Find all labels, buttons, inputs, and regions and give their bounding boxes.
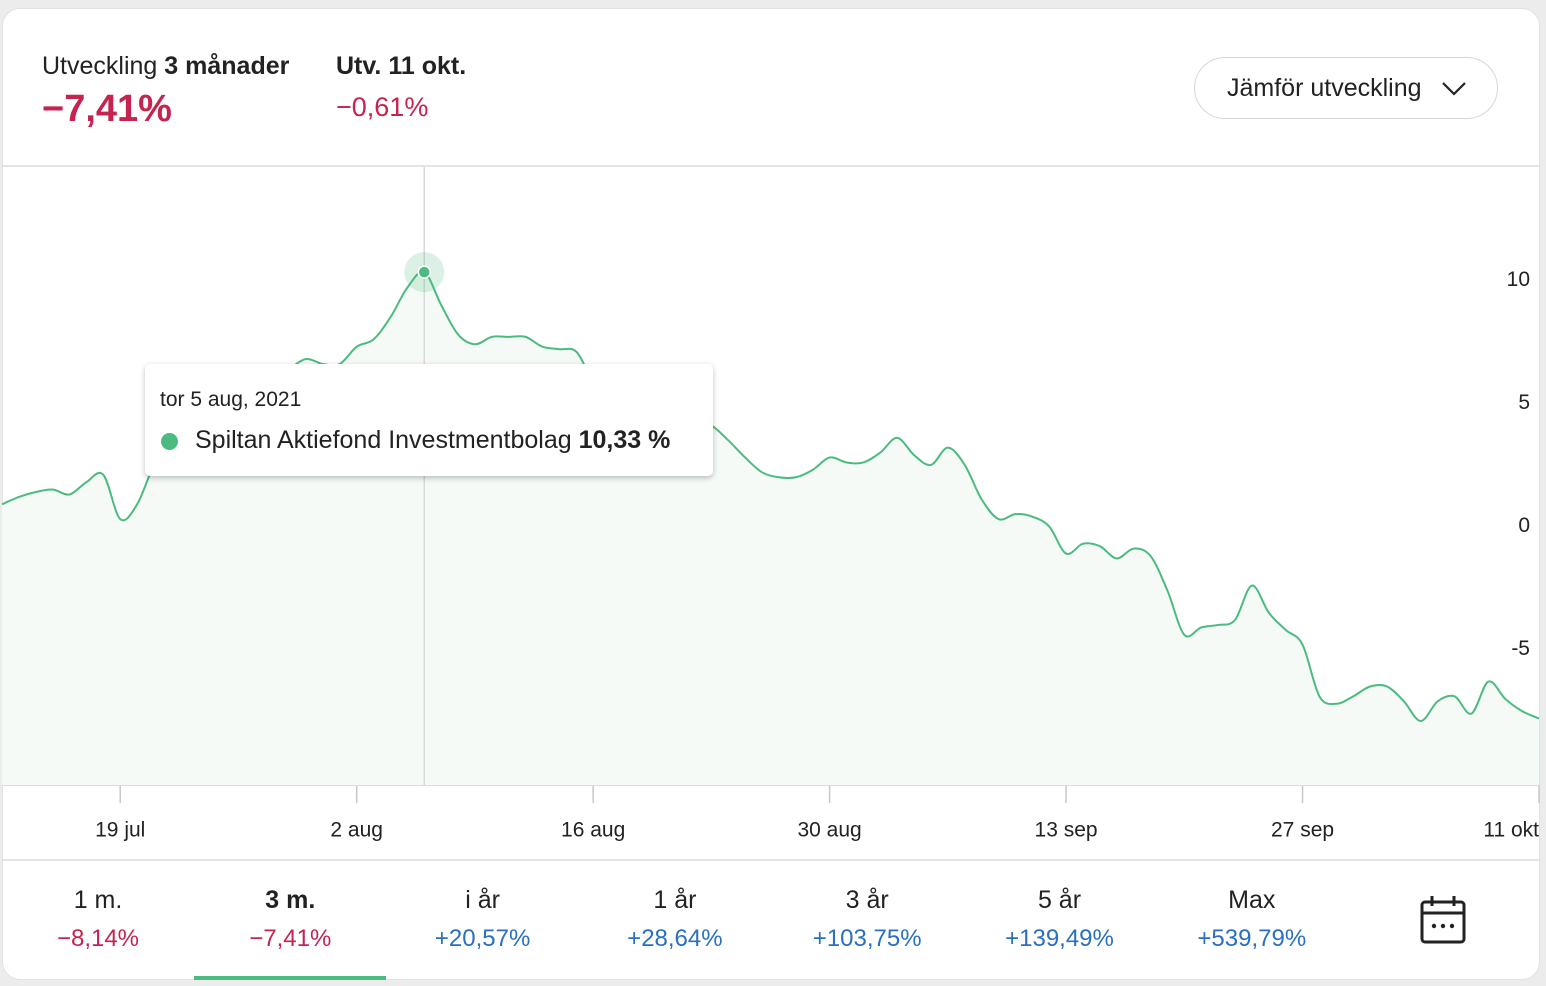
period-tab[interactable]: 1 år +28,64%	[579, 862, 771, 980]
tab-label: 3 år	[845, 886, 889, 914]
highlight-point	[417, 265, 432, 279]
period-label: Utveckling 3 månader	[42, 52, 289, 81]
area	[2, 271, 1539, 785]
x-tick-label: 2 aug	[330, 819, 383, 842]
day-change: −0,61%	[336, 92, 429, 122]
tab-change: +28,64%	[627, 925, 723, 952]
tooltip-date: tor 5 aug, 2021	[160, 388, 302, 411]
tab-change: +103,75%	[812, 925, 922, 952]
x-tick-label: 19 jul	[95, 819, 145, 842]
tooltip-dot	[161, 433, 178, 450]
tab-label: 3 m.	[265, 886, 316, 914]
tooltip-value: 10,33 %	[578, 426, 671, 454]
y-tick-label: 0	[1518, 514, 1530, 537]
x-tick-label: 13 sep	[1035, 819, 1098, 842]
tooltip: tor 5 aug, 2021 Spiltan Aktiefond Invest…	[145, 364, 713, 476]
day-label: Utv. 11 okt.	[336, 52, 467, 80]
tab-label: 1 år	[653, 886, 697, 914]
tab-change: +139,49%	[1005, 925, 1114, 952]
series-name: Spiltan Aktiefond Investmentbolag	[195, 426, 572, 454]
x-tick-label: 16 aug	[561, 819, 625, 842]
period-tab[interactable]: 1 m. −8,14%	[2, 862, 194, 980]
tab-label: 1 m.	[73, 886, 123, 914]
x-tick-label: 27 sep	[1271, 819, 1334, 842]
y-tick-label: 5	[1518, 391, 1530, 414]
tab-change: +539,79%	[1197, 925, 1307, 952]
period-tab[interactable]: i år +20,57%	[387, 862, 579, 980]
tab-change: −8,14%	[56, 925, 140, 952]
x-tick-label: 11 okt	[1483, 819, 1539, 842]
label: Utveckling	[42, 52, 158, 80]
y-tick-label: 10	[1507, 268, 1530, 291]
period-tab[interactable]: 3 m. −7,41%	[194, 862, 387, 980]
period-tab[interactable]: Max +539,79%	[1156, 862, 1348, 980]
tab-label: Max	[1228, 886, 1276, 914]
period-change: −7,41%	[42, 88, 172, 130]
tab-label: 5 år	[1037, 886, 1082, 914]
selected-underline	[194, 976, 387, 980]
period: 3 månader	[164, 52, 290, 80]
period-tab[interactable]: 3 år +103,75%	[771, 862, 963, 980]
period-tab[interactable]: 5 år +139,49%	[964, 862, 1156, 980]
button-label: Jämför utveckling	[1227, 73, 1422, 102]
calendar-icon[interactable]	[1420, 896, 1466, 944]
x-tick-label: 30 aug	[797, 819, 861, 842]
tab-label: i år	[465, 886, 500, 914]
chevron	[1442, 82, 1466, 96]
y-tick-label: -5	[1511, 637, 1530, 660]
tab-change: +20,57%	[434, 925, 531, 952]
tooltip-series: Spiltan Aktiefond Investmentbolag 10,33 …	[195, 426, 670, 455]
compare-button[interactable]: Jämför utveckling	[1194, 57, 1498, 119]
tab-change: −7,41%	[249, 925, 332, 952]
